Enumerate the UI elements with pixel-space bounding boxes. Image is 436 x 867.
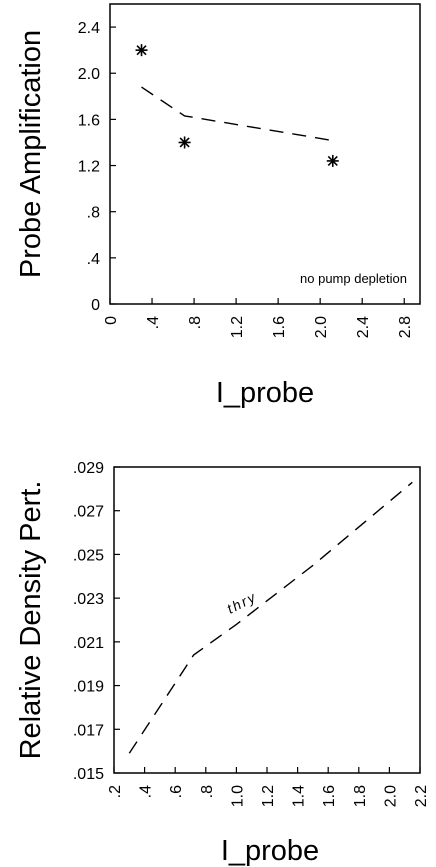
x-tick-label: .6 bbox=[168, 785, 185, 798]
x-tick-label: 1.2 bbox=[229, 316, 246, 338]
x-tick-label: 1.6 bbox=[321, 785, 338, 807]
y-tick-label: 1.2 bbox=[78, 159, 100, 176]
chart-top-frame bbox=[109, 3, 421, 305]
y-tick-label: .4 bbox=[87, 251, 100, 268]
chart-bottom-series: thry bbox=[128, 481, 413, 754]
y-tick-label: .021 bbox=[73, 635, 104, 652]
series-dashed-line bbox=[128, 481, 413, 754]
y-tick-label: .023 bbox=[73, 591, 104, 608]
y-tick-label: .017 bbox=[73, 722, 104, 739]
data-point-asterisk bbox=[326, 154, 339, 167]
y-tick-label: .029 bbox=[73, 460, 104, 477]
y-tick-label: 0 bbox=[91, 297, 100, 314]
series-annotation: thry bbox=[224, 588, 259, 616]
y-tick-label: .015 bbox=[73, 766, 104, 783]
y-tick-label: 2.4 bbox=[78, 20, 100, 37]
y-tick-label: .019 bbox=[73, 679, 104, 696]
x-tick-label: 1.8 bbox=[352, 785, 369, 807]
chart-top-ylabel: Probe Amplification bbox=[15, 30, 47, 278]
x-tick-label: .4 bbox=[145, 316, 162, 329]
chart-bottom: Relative Density Pert. I_probe .015 .017.… bbox=[15, 460, 430, 867]
data-point-asterisk bbox=[178, 136, 191, 149]
x-tick-label: 2.8 bbox=[397, 316, 414, 338]
chart-top-xlabel: I_probe bbox=[216, 377, 314, 409]
chart-bottom-ylabel: Relative Density Pert. bbox=[15, 481, 47, 760]
y-tick-label: 1.6 bbox=[78, 112, 100, 129]
x-tick-label: 1.2 bbox=[260, 785, 277, 807]
x-tick-label: 1.6 bbox=[271, 316, 288, 338]
y-tick-label: 2.0 bbox=[78, 66, 100, 83]
x-tick-label: 2.4 bbox=[355, 316, 372, 338]
x-tick-label: .2 bbox=[107, 785, 124, 798]
x-tick-label: 1.4 bbox=[291, 785, 308, 807]
chart-top-series bbox=[135, 44, 339, 167]
x-tick-label: .8 bbox=[187, 316, 204, 329]
x-tick-label: 0 bbox=[103, 316, 120, 325]
x-tick-label: 2.2 bbox=[413, 785, 430, 807]
y-tick-label: .025 bbox=[73, 547, 104, 564]
chart-bottom-xlabel: I_probe bbox=[221, 835, 319, 867]
data-point-asterisk bbox=[135, 44, 148, 57]
chart-bottom-ticks: .015 .017 .019 .021 .023 .025 .027 .029 .2 .4 .6 .8… bbox=[73, 460, 430, 807]
chart-top-ticks: 0 .4 .8 1.2 1.6 2.0 2.4 0 .4 .8 1.2 1.6 2.0 2.4 2.8 bbox=[78, 20, 414, 338]
x-tick-label: 2.0 bbox=[313, 316, 330, 338]
x-tick-label: 2.0 bbox=[382, 785, 399, 807]
x-tick-label: .4 bbox=[138, 785, 155, 798]
chart-top-annotation: no pump depletion bbox=[300, 271, 407, 286]
y-tick-label: .8 bbox=[87, 205, 100, 222]
series-dashed-line bbox=[141, 86, 331, 141]
chart-top: Probe Amplification I_probe no pump depl… bbox=[15, 3, 421, 409]
x-tick-label: 1.0 bbox=[229, 785, 246, 807]
x-tick-label: .8 bbox=[199, 785, 216, 798]
y-tick-label: .027 bbox=[73, 504, 104, 521]
chart-bottom-frame bbox=[113, 466, 421, 774]
